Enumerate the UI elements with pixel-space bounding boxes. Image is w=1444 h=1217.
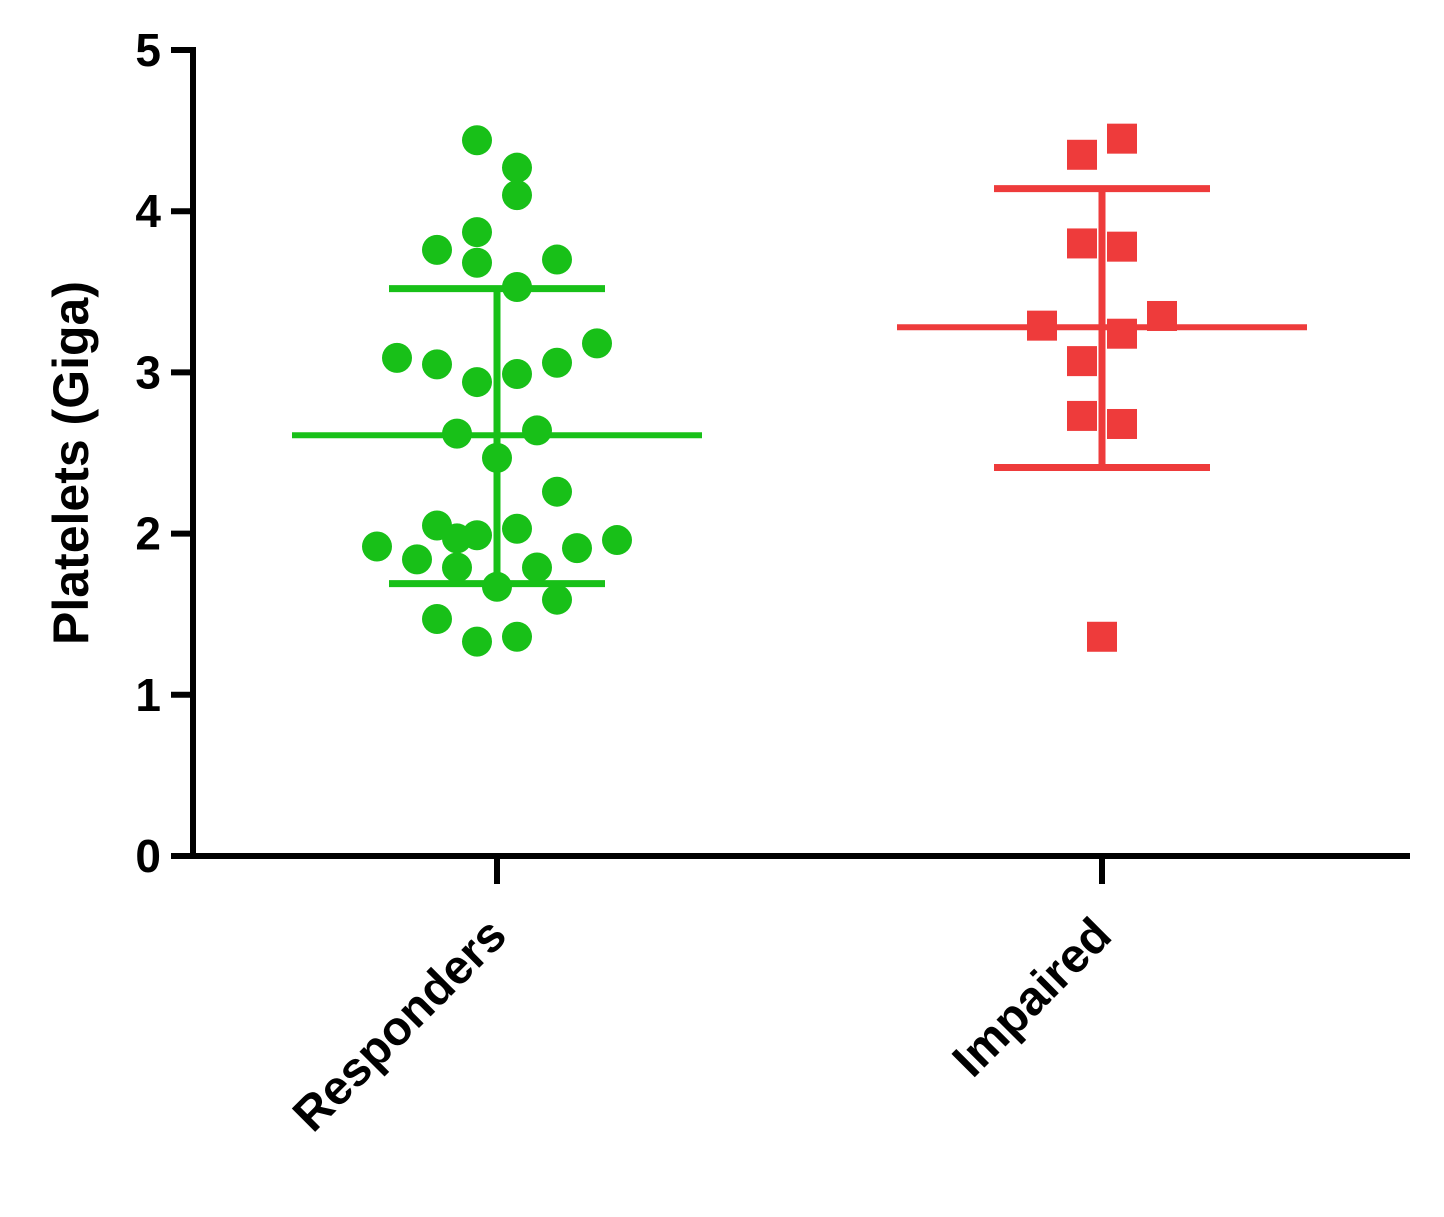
data-point-impaired [1107,123,1137,154]
data-point-impaired [1067,400,1097,431]
data-point-responders [442,418,472,449]
data-point-responders [462,626,492,657]
data-point-responders [482,442,512,473]
y-tick-label: 3 [135,346,161,398]
data-point-responders [482,571,512,602]
x-ticks: Responders Impaired [283,856,1122,1142]
data-point-responders [502,513,532,544]
data-point-impaired [1067,228,1097,259]
y-tick-label: 1 [135,669,161,721]
data-point-impaired [1107,408,1137,439]
data-point-responders [522,415,552,446]
data-point-responders [502,152,532,183]
data-point-responders [602,525,632,556]
y-tick-label: 4 [135,185,161,237]
y-tick-label: 2 [135,508,161,560]
axes [190,47,1410,859]
y-tick-label: 5 [135,24,161,76]
data-point-responders [422,349,452,380]
data-point-responders [382,342,412,373]
data-point-impaired [1107,318,1137,349]
data-point-responders [582,328,612,359]
data-point-impaired [1087,621,1117,652]
data-point-responders [542,244,572,275]
data-point-responders [442,552,472,583]
data-point-responders [502,621,532,652]
data-point-responders [522,552,552,583]
data-point-responders [422,604,452,635]
data-point-responders [502,271,532,302]
data-point-responders [502,359,532,390]
data-point-responders [462,247,492,278]
data-point-impaired [1107,231,1137,262]
y-axis-title: Platelets (Giga) [43,281,99,645]
data-point-responders [542,476,572,507]
data-point-impaired [1027,310,1057,341]
data-point-responders [422,234,452,265]
data-point-responders [462,367,492,398]
data-point-impaired [1067,139,1097,170]
x-category-label: Impaired [943,908,1122,1087]
y-tick-label: 0 [135,830,161,882]
data-point-responders [442,523,472,554]
data-point-responders [362,531,392,562]
data-point-responders [462,217,492,248]
data-point-responders [542,347,572,378]
data-points [362,123,1177,657]
data-point-responders [502,180,532,211]
data-point-responders [462,125,492,156]
data-point-impaired [1067,346,1097,377]
data-point-responders [402,544,432,575]
data-point-impaired [1147,300,1177,331]
x-category-label: Responders [283,908,517,1142]
data-point-responders [562,533,592,564]
data-point-responders [542,584,572,615]
y-ticks: 0 1 2 3 4 5 [135,24,193,882]
